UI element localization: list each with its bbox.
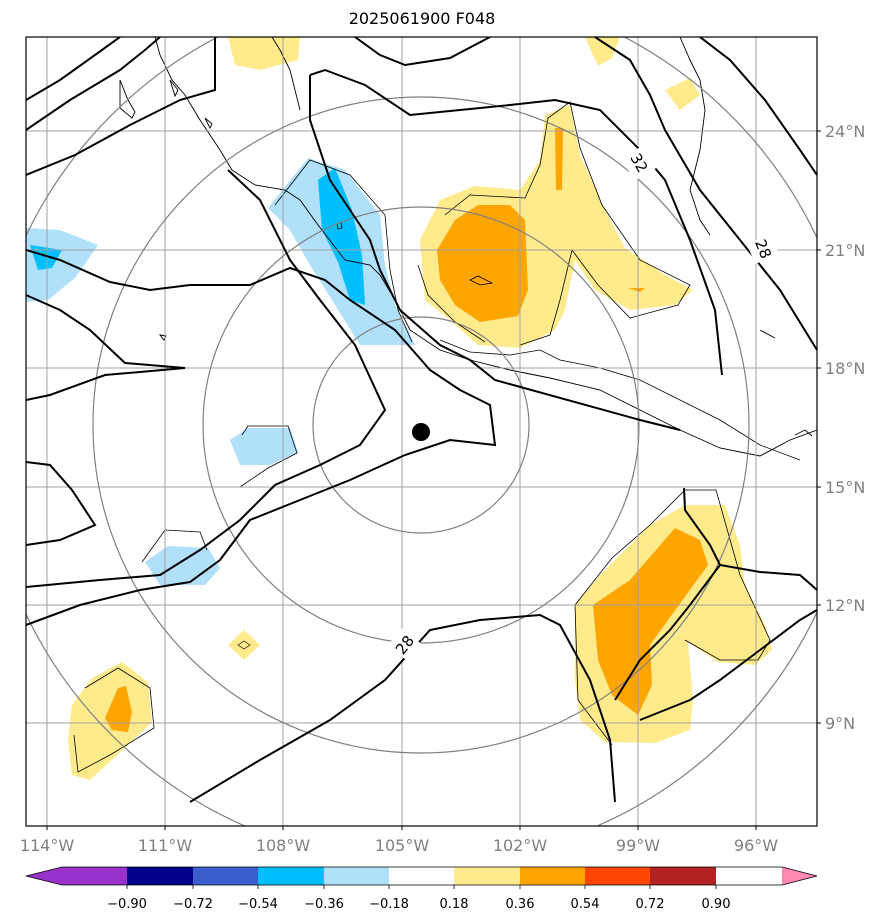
colorbar-cell <box>258 867 324 885</box>
lon-label-108w: 108°W <box>256 836 311 855</box>
thin-contours <box>73 101 801 773</box>
storm-center-dot <box>412 423 430 441</box>
shaded-negative-areas <box>26 158 415 585</box>
negative-area-west <box>26 228 98 302</box>
contour-label-28-east: 28 <box>751 237 775 261</box>
colorbar-cell <box>520 867 585 885</box>
range-ring-1 <box>312 316 530 534</box>
colorbar-label-neg036: −0.36 <box>304 897 344 912</box>
colorbar-cell <box>389 867 454 885</box>
colorbar-cells <box>26 867 817 885</box>
colorbar-label-018: 0.18 <box>440 897 469 912</box>
lat-label-18n: 18°N <box>825 359 865 378</box>
positive-area-diamond <box>228 630 260 660</box>
colorbar-label-090: 0.90 <box>702 897 731 912</box>
positive-core-southwest <box>105 686 132 732</box>
positive-area-north-right <box>585 37 620 66</box>
colorbar-cell <box>62 867 127 885</box>
negative-core-north <box>318 168 365 305</box>
colorbar-label-036: 0.36 <box>506 897 535 912</box>
colorbar-cell <box>454 867 520 885</box>
lat-label-15n: 15°N <box>825 478 865 497</box>
map-frame <box>25 36 818 827</box>
coastlines <box>119 37 817 457</box>
range-ring-3 <box>92 96 750 754</box>
colorbar-label-neg054: −0.54 <box>238 897 278 912</box>
colorbar-arrow-high <box>782 867 817 885</box>
colorbar-cell <box>127 867 193 885</box>
colorbar-label-neg018: −0.18 <box>369 897 409 912</box>
longitude-labels: 114°W 111°W 108°W 105°W 102°W 99°W 96°W <box>20 836 778 855</box>
lat-label-24n: 24°N <box>825 122 865 141</box>
colorbar-cell <box>650 867 716 885</box>
colorbar-label-neg072: −0.72 <box>173 897 213 912</box>
lon-label-114w: 114°W <box>20 836 75 855</box>
colorbar-label-054: 0.54 <box>571 897 600 912</box>
positive-core-southeast <box>593 528 708 715</box>
colorbar-ticks <box>126 885 717 889</box>
colorbar: −0.90 −0.72 −0.54 −0.36 −0.18 0.18 0.36 … <box>25 866 818 912</box>
colorbar-cell <box>585 867 650 885</box>
positive-area-north-top <box>228 37 300 70</box>
lon-label-102w: 102°W <box>493 836 548 855</box>
lat-label-9n: 9°N <box>825 714 855 733</box>
colorbar-label-neg090: −0.90 <box>107 897 147 912</box>
map-title: 2025061900 F048 <box>348 9 496 28</box>
range-rings <box>26 37 817 826</box>
positive-speck-central-north <box>628 288 645 292</box>
lon-label-96w: 96°W <box>734 836 778 855</box>
negative-area-southwest <box>145 546 220 585</box>
thick-contours <box>26 37 817 803</box>
colorbar-label-072: 0.72 <box>636 897 665 912</box>
negative-area-center <box>230 428 298 465</box>
shaded-positive-areas <box>68 37 772 780</box>
lon-label-99w: 99°W <box>616 836 660 855</box>
lon-label-111w: 111°W <box>138 836 193 855</box>
negative-core-west <box>30 245 62 270</box>
colorbar-cell <box>324 867 389 885</box>
colorbar-arrow-low <box>26 867 62 885</box>
colorbar-cell <box>193 867 258 885</box>
positive-streak-central-north <box>555 128 563 190</box>
contour-labels: 32 28 28 <box>387 145 780 662</box>
gridlines <box>26 37 817 826</box>
positive-area-northeast-dot <box>665 78 700 110</box>
lon-label-105w: 105°W <box>375 836 430 855</box>
latitude-labels: 24°N 21°N 18°N 15°N 12°N 9°N <box>825 122 865 733</box>
lat-label-21n: 21°N <box>825 241 865 260</box>
tick-marks <box>46 130 821 830</box>
colorbar-outline <box>25 866 818 886</box>
range-ring-2 <box>202 206 640 644</box>
lat-label-12n: 12°N <box>825 596 865 615</box>
positive-core-central-north <box>437 205 528 322</box>
